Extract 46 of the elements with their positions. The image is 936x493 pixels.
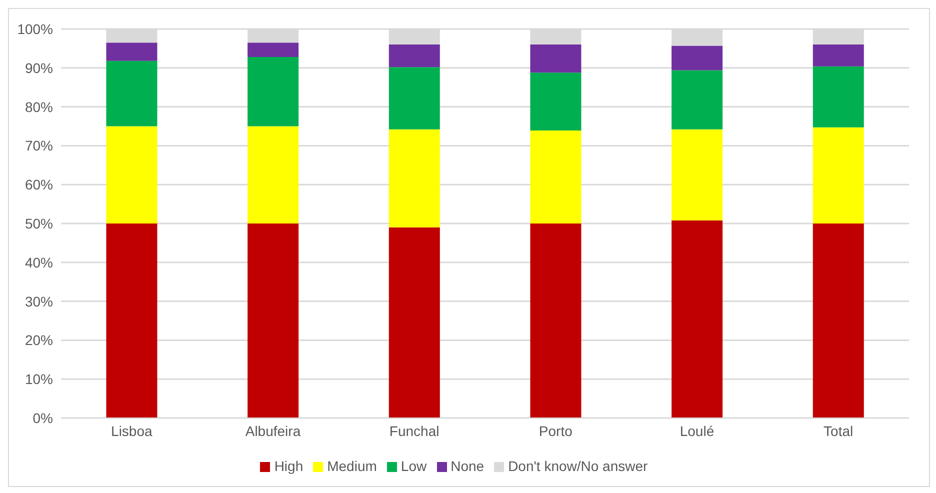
bar (388, 44, 440, 68)
bar (812, 224, 864, 418)
legend-label: Low (400, 458, 427, 474)
x-tick-label: Total (824, 422, 854, 439)
y-tick-label: 20% (24, 332, 53, 348)
legend-label: Medium (327, 458, 377, 474)
x-tick-label: Albufeira (245, 422, 301, 439)
bar (248, 224, 299, 418)
bar (106, 126, 158, 224)
y-tick-label: 70% (24, 138, 53, 154)
y-tick-label: 90% (24, 60, 53, 76)
x-tick-label: Funchal (389, 422, 440, 439)
bar (248, 57, 299, 126)
x-tick-label: Porto (538, 422, 573, 439)
bar (530, 72, 582, 131)
bar (672, 70, 723, 130)
bar (106, 42, 158, 61)
bar (530, 44, 582, 73)
legend-label: Don't know/No answer (508, 458, 648, 474)
bar (812, 66, 864, 128)
bar (248, 126, 299, 224)
bar (530, 130, 582, 224)
bar (672, 129, 723, 220)
bar (388, 67, 440, 130)
legend-label: None (450, 458, 484, 474)
bar (248, 42, 299, 58)
bar (106, 224, 158, 418)
bar (812, 127, 864, 224)
legend-label: High (274, 458, 304, 474)
x-tick-label: Loulé (680, 422, 714, 439)
x-tick-label: Lisboa (111, 422, 153, 439)
bar (530, 224, 582, 418)
y-tick-label: 50% (24, 215, 53, 232)
y-tick-label: 40% (24, 254, 53, 270)
y-tick-label: 80% (24, 98, 53, 115)
bar (672, 220, 723, 418)
bar (672, 46, 723, 70)
y-tick-label: 0% (32, 410, 53, 426)
bar (388, 227, 440, 418)
y-tick-label: 10% (24, 371, 53, 388)
bar (812, 44, 864, 66)
bar (388, 129, 440, 228)
y-tick-label: 30% (24, 293, 53, 310)
bar (106, 60, 158, 126)
y-tick-label: 60% (24, 176, 53, 193)
y-tick-label: 100% (17, 20, 53, 37)
